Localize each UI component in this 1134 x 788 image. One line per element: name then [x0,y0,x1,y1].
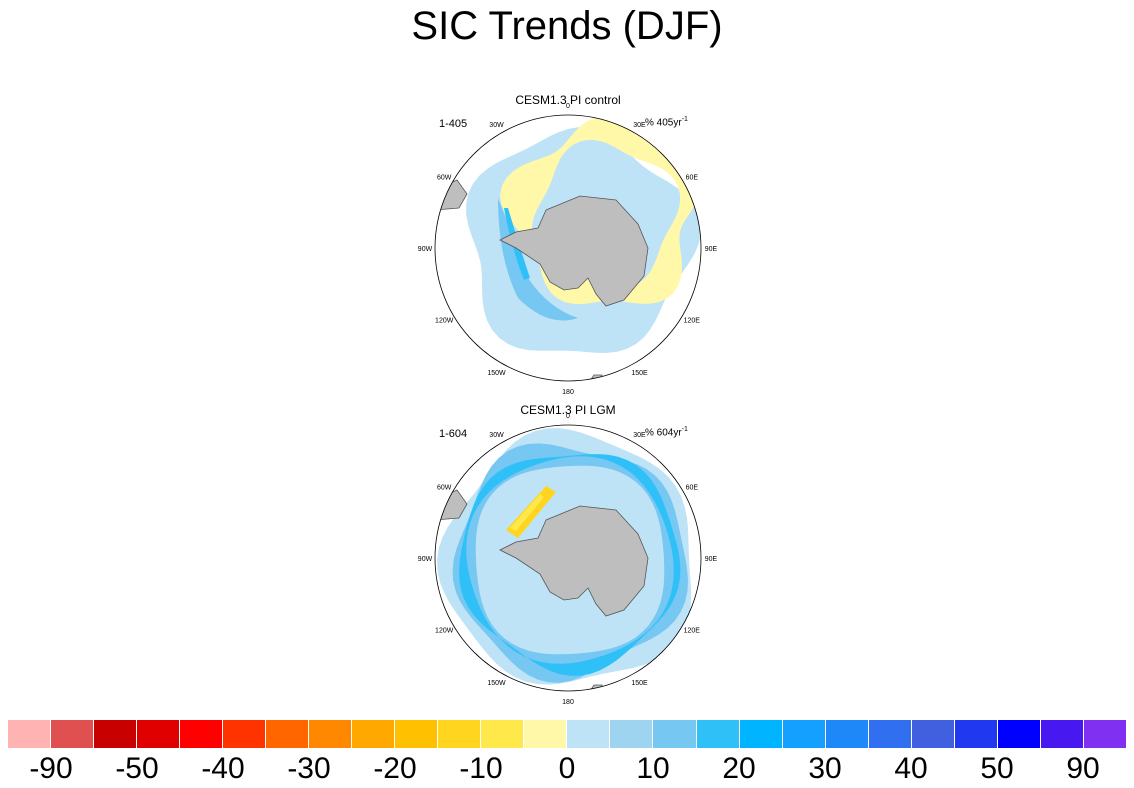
colorbar-label: 90 [1066,752,1100,785]
colorbar-box [1083,720,1126,748]
longitude-label: 120W [435,628,454,635]
negative-trend-core [510,494,544,531]
colorbar-box [782,720,826,748]
colorbar-box [137,720,181,748]
polar-map-0: 0 30E 60E 90E 120E 150E 180 150W 120W 90W 60W 30W [418,103,718,396]
colorbar-box [352,720,396,748]
figure-title: SIC Trends (DJF) [411,4,723,48]
colorbar-label: -40 [201,752,245,785]
colorbar-box [997,720,1041,748]
polar-map-1: 0 30E 60E 90E 120E 150E 180 150W 120W 90W 60W 30W [418,413,718,706]
antarctica-landmass [499,195,649,307]
colorbar-box [696,720,740,748]
positive-trend-field [498,198,578,321]
colorbar-label: -20 [373,752,417,785]
colorbar-box [8,720,52,748]
colorbar-box [567,720,611,748]
colorbar-box [438,720,482,748]
colorbar-box [51,720,95,748]
longitude-label: 180 [562,699,574,706]
colorbar-box [94,720,138,748]
longitude-label: 180 [562,389,574,396]
longitude-label: 0 [566,413,570,420]
colorbar-box [911,720,955,748]
longitude-label: 150W [487,680,506,687]
longitude-label: 30W [489,432,504,439]
colorbar-box [1040,720,1084,748]
longitude-label: 90W [418,556,433,563]
colorbar-box [266,720,310,748]
colorbar-label: -30 [287,752,331,785]
polar-maps: 0 30E 60E 90E 120E 150E 180 150W 120W 90W 60W 30W 0 3… [418,103,718,706]
longitude-label: 60W [437,175,452,182]
longitude-label: 60E [686,485,699,492]
map-boundary-circle [434,114,702,382]
colorbar-box [309,720,353,748]
colorbar-box [954,720,998,748]
colorbar-label: 40 [894,752,928,785]
longitude-label: 90E [705,246,718,253]
longitude-label: 150W [487,370,506,377]
longitude-label: 60E [686,175,699,182]
longitude-label: 150E [631,680,648,687]
antarctica-landmass [499,505,649,617]
longitude-label: 90W [418,246,433,253]
longitude-label: 0 [566,103,570,110]
colorbar-label: -50 [115,752,159,785]
colorbar-label: 50 [980,752,1014,785]
colorbar-box [653,720,697,748]
colorbar-box [395,720,439,748]
negative-trend-field [500,116,701,305]
colorbar-box [610,720,654,748]
colorbar-box [868,720,912,748]
colorbar [8,720,1126,748]
longitude-label: 120E [684,628,701,635]
longitude-label: 60W [437,485,452,492]
longitude-label: 30E [633,122,646,129]
map-boundary-circle [434,424,702,692]
longitude-label: 30W [489,122,504,129]
colorbar-box [223,720,267,748]
colorbar-box [739,720,783,748]
colorbar-label: 0 [558,752,576,785]
colorbar-box [180,720,224,748]
colorbar-box [524,720,568,748]
longitude-label: 120W [435,318,454,325]
colorbar-label: 20 [722,752,756,785]
colorbar-label: -10 [459,752,503,785]
longitude-label: 120E [684,318,701,325]
longitude-label: 90E [705,556,718,563]
longitude-label: 30E [633,432,646,439]
colorbar-label: 10 [636,752,670,785]
colorbar-box [481,720,525,748]
colorbar-box [825,720,869,748]
colorbar-label: 30 [808,752,842,785]
colorbar-label: -90 [29,752,73,785]
longitude-label: 150E [631,370,648,377]
